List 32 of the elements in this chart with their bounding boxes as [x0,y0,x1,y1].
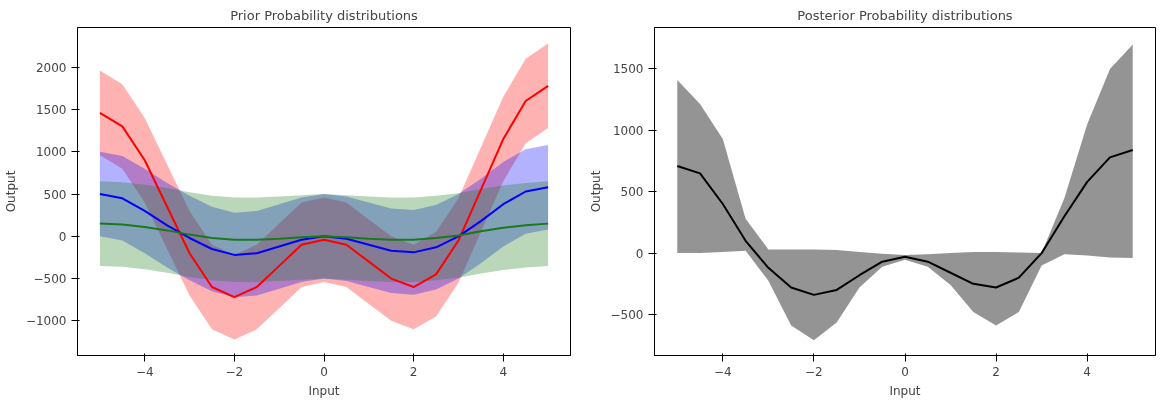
y-tick-label: 1500 [612,62,644,77]
y-tick-label: 2000 [35,60,67,75]
x-tick-label: 4 [1083,364,1092,379]
chart-title: Posterior Probability distributions [797,7,1013,23]
y-tick-label: 1500 [35,103,67,117]
line-series [98,222,550,241]
y-axis-title: Output [588,170,603,213]
y-tick-label: −500 [610,308,644,322]
x-tick-label: 0 [901,364,909,379]
y-tick-label: 1000 [612,123,644,138]
y-tick-label: 500 [43,187,67,202]
x-axis-title: Input [308,383,340,398]
y-axis-title: Output [3,170,18,213]
y-tick-label: 500 [620,185,644,200]
y-tick-label: 0 [58,229,67,244]
chart-title: Prior Probability distributions [230,7,419,23]
x-tick-label: 4 [499,364,508,379]
y-tick-label: −1000 [25,314,67,329]
y-tick-label: 0 [635,246,644,261]
x-axis-title: Input [889,383,921,398]
line-series [676,149,1134,296]
line-series [98,186,550,256]
x-tick-label: −4 [135,364,154,379]
x-tick-label: −2 [225,364,244,379]
x-tick-label: 0 [320,364,328,379]
line-series [98,84,550,299]
x-tick-label: −2 [805,364,823,379]
y-tick-label: −500 [33,272,67,287]
x-tick-label: 2 [409,364,418,379]
x-tick-label: −4 [713,364,732,379]
x-tick-label: 2 [992,364,1000,379]
y-tick-label: 1000 [35,145,67,160]
